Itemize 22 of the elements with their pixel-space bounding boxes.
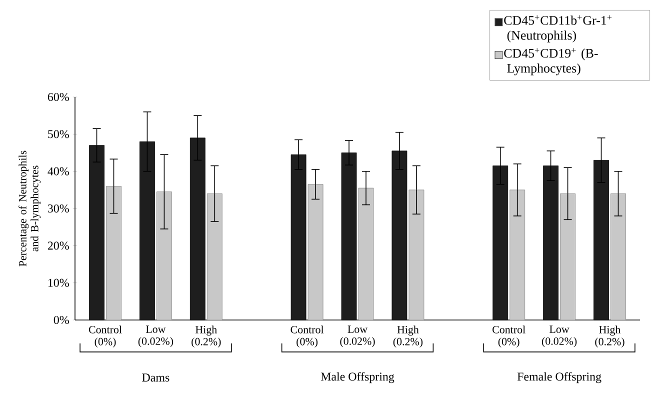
x-tick-label: Low (0.02%): [138, 326, 174, 348]
x-tick-label: Low (0.02%): [340, 326, 375, 348]
x-tick-label: Low (0.02%): [542, 326, 577, 348]
x-tick-label: Control (0%): [290, 326, 324, 348]
text: Dams: [142, 374, 170, 382]
x-tick-label: Control (0%): [88, 326, 122, 348]
legend-label: CD45$^{+}$CD19$^{+}$ (B-Lymphocytes): [504, 48, 598, 76]
y-tick-label: 50%: [48, 130, 69, 138]
y-tick-label: 30%: [48, 204, 69, 213]
y-tick-label: 10%: [48, 278, 69, 287]
y-axis-title: Percentage of Neutrophils and B-lymphocytes: [18, 150, 41, 266]
text: Female Offspring: [517, 372, 602, 384]
y-tick-label: 40%: [48, 167, 69, 176]
x-tick-label: High (0.2%): [192, 326, 221, 348]
y-tick-label: 0%: [54, 316, 69, 324]
x-tick-label: Control (0%): [492, 326, 526, 348]
y-tick-label: 60%: [48, 92, 69, 102]
y-tick-label: 20%: [48, 242, 69, 250]
text: Male Offspring: [320, 372, 394, 384]
x-tick-label: High (0.2%): [595, 326, 624, 348]
x-tick-label: High (0.2%): [393, 326, 423, 348]
text: CD45$^{+}$CD11b$^{+}$Gr-1$^{+}$ (Neutrophils): [504, 15, 612, 42]
